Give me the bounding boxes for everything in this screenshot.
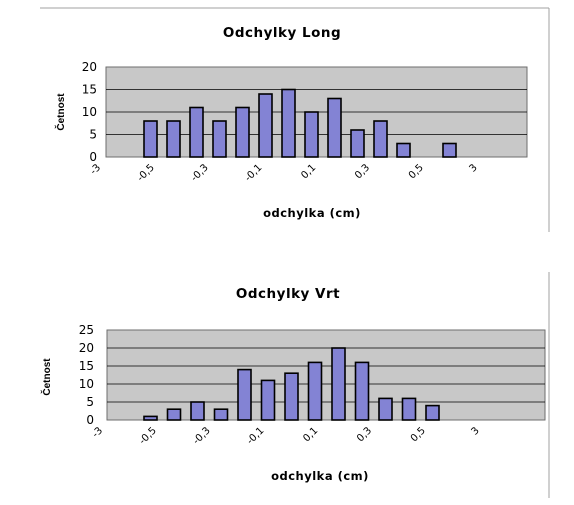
bar xyxy=(143,415,158,421)
chart2-y-axis-label: Četnost xyxy=(40,358,53,396)
chart2-y-ticks: 0 5 10 15 20 25 xyxy=(79,323,94,427)
chart1-x-ticks: -3 -0,5 -0,3 -0,1 0,1 0,3 0,5 3 xyxy=(88,162,479,184)
y-tick-label: 10 xyxy=(79,377,94,391)
y-tick-label: 20 xyxy=(79,341,94,355)
x-tick-label: 0,5 xyxy=(409,425,428,444)
bar xyxy=(307,361,323,421)
bar xyxy=(331,347,346,421)
chart2-title: Odchylky Vrt xyxy=(236,286,340,302)
bar xyxy=(166,120,181,158)
y-tick-label: 10 xyxy=(82,105,97,119)
x-tick-label: 0,1 xyxy=(301,425,320,444)
bar xyxy=(284,372,299,421)
x-tick-label: 0,3 xyxy=(355,425,374,444)
y-tick-label: 15 xyxy=(79,359,94,373)
bar xyxy=(401,397,417,421)
chart1-x-axis-label: odchylka (cm) xyxy=(263,206,361,220)
chart1-y-ticks: 0 5 10 15 20 xyxy=(82,60,97,164)
bar xyxy=(143,120,158,158)
bar xyxy=(373,120,388,158)
bar xyxy=(281,88,296,158)
y-tick-label: 0 xyxy=(86,413,94,427)
x-tick-label: -0,1 xyxy=(243,162,265,184)
bar xyxy=(212,120,227,158)
chart-odchylky-vrt: Odchylky Vrt 0 5 10 15 20 25 -3 -0,5 -0,3 -0,1 0,… xyxy=(40,286,546,483)
bar xyxy=(213,408,229,421)
x-tick-label: 0,3 xyxy=(353,162,372,181)
y-tick-label: 20 xyxy=(82,60,97,74)
x-tick-label: -3 xyxy=(90,425,105,440)
y-tick-label: 5 xyxy=(89,128,97,142)
bar xyxy=(237,368,252,421)
chart2-bars xyxy=(143,347,440,421)
y-tick-label: 25 xyxy=(79,323,94,337)
bar xyxy=(425,404,440,421)
chart1-title: Odchylky Long xyxy=(223,25,341,41)
x-tick-label: -0,5 xyxy=(137,425,159,447)
x-tick-label: -0,3 xyxy=(189,162,211,184)
x-tick-label: -0,1 xyxy=(245,425,267,447)
x-tick-label: 3 xyxy=(467,162,479,174)
bar xyxy=(442,142,457,158)
y-tick-label: 0 xyxy=(89,150,97,164)
x-tick-label: 3 xyxy=(469,425,481,437)
chart-odchylky-long: Odchylky Long 0 5 10 15 20 -3 -0,5 -0,3 -0,1 0,1… xyxy=(54,25,528,220)
chart2-x-ticks: -3 -0,5 -0,3 -0,1 0,1 0,3 0,5 3 xyxy=(90,425,481,447)
bar xyxy=(235,106,250,158)
chart2-x-axis-label: odchylka (cm) xyxy=(271,469,369,483)
y-tick-label: 5 xyxy=(86,395,94,409)
bar xyxy=(378,397,393,421)
x-tick-label: -3 xyxy=(88,162,103,177)
bar xyxy=(258,93,273,158)
bar xyxy=(166,408,182,421)
chart1-bars xyxy=(143,88,457,158)
chart2-plot-area xyxy=(106,329,546,421)
bar xyxy=(396,142,411,158)
x-tick-label: 0,1 xyxy=(299,162,318,181)
chart1-y-axis-label: Četnost xyxy=(54,93,67,131)
chart2-gridlines xyxy=(107,347,545,403)
bar xyxy=(354,361,370,421)
bar xyxy=(304,111,319,158)
bar xyxy=(260,379,276,421)
x-tick-label: 0,5 xyxy=(407,162,426,181)
x-tick-label: -0,5 xyxy=(135,162,157,184)
bar xyxy=(350,129,365,158)
x-tick-label: -0,3 xyxy=(191,425,213,447)
bar xyxy=(189,106,204,158)
y-tick-label: 15 xyxy=(82,83,97,97)
bar xyxy=(327,97,342,158)
bar xyxy=(190,401,205,421)
